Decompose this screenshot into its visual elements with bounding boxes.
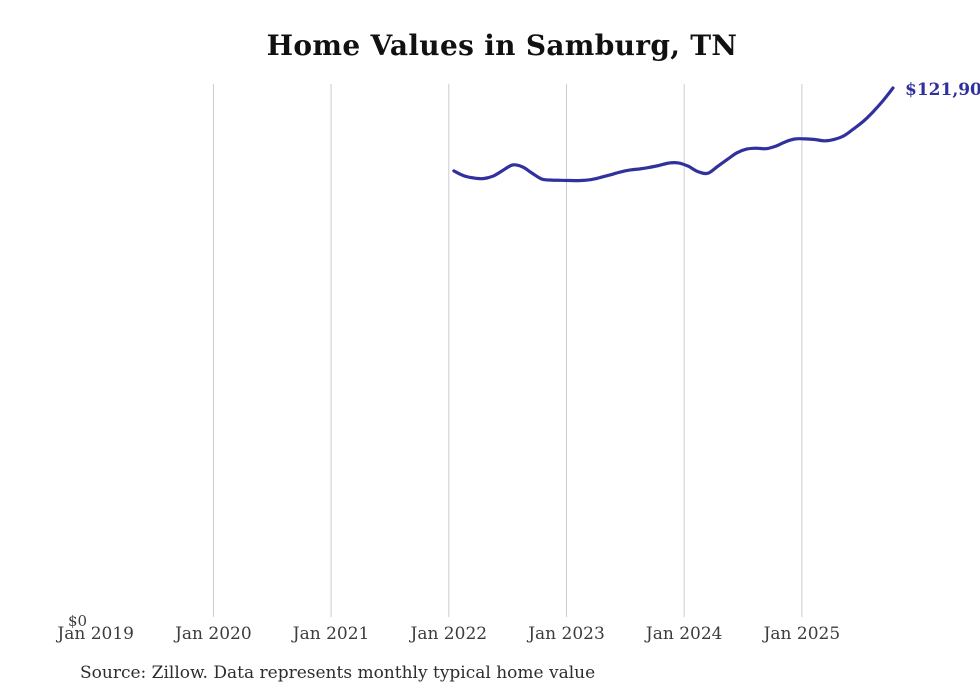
year-gridlines <box>212 84 803 617</box>
x-tick-label-2019: Jan 2019 <box>57 624 134 644</box>
x-tick-label-2024: Jan 2024 <box>645 624 723 644</box>
y-axis-zero-label: $0 <box>68 612 88 630</box>
final-value-label: $121,904 <box>905 80 980 100</box>
chart-title: Home Values in Samburg, TN <box>266 29 738 62</box>
home-value-line <box>452 86 895 183</box>
source-note: Source: Zillow. Data represents monthly … <box>80 663 596 683</box>
x-tick-label-2025: Jan 2025 <box>763 624 841 644</box>
x-tick-label-2023: Jan 2023 <box>528 624 605 644</box>
x-tick-label-2020: Jan 2020 <box>175 624 252 644</box>
x-tick-label-2021: Jan 2021 <box>292 624 370 644</box>
x-tick-label-2022: Jan 2022 <box>410 624 488 644</box>
